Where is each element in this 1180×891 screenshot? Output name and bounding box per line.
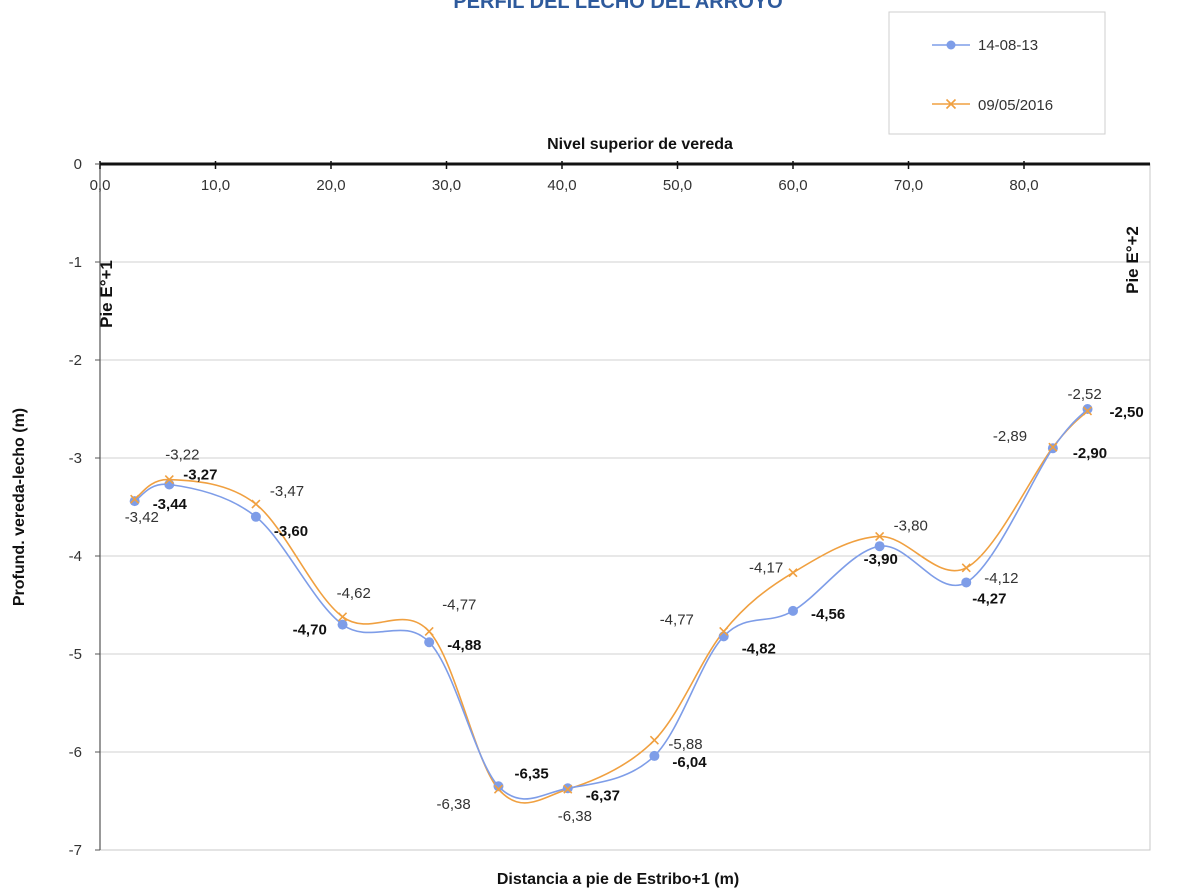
series-1-point xyxy=(1082,406,1093,416)
series-0-point xyxy=(961,577,972,588)
legend-box xyxy=(888,11,1106,135)
chart-title: PERFIL DEL LECHO DEL ARROYO xyxy=(453,0,782,13)
x-tick-label: 10,0 xyxy=(201,177,230,194)
series-1-point xyxy=(493,784,504,794)
series-line-0 xyxy=(134,408,1089,800)
x-tick-label: 40,0 xyxy=(547,177,576,194)
series-1-point xyxy=(130,494,140,504)
series-1-point xyxy=(875,531,885,541)
series-0-point xyxy=(129,496,140,507)
grid-lines xyxy=(100,261,1150,851)
legend-label-series-0: 14-08-13 xyxy=(978,37,1038,54)
data-label-series-1: -4,12 xyxy=(984,570,1018,587)
data-label-series-0: -3,60 xyxy=(274,523,308,540)
data-labels: -3,44 -3,27 -3,60 -4,70 -4,88 -6,35 -6,37 -6,04… xyxy=(125,386,1144,825)
series-1-point xyxy=(424,626,434,637)
y-tick-label: -1 xyxy=(69,254,82,271)
data-label-series-0: -3,90 xyxy=(864,551,898,568)
x-tick-labels: 0,0 10,0 20,0 30,0 40,0 50,0 60,0 70,0 80,0 xyxy=(90,161,1039,194)
x-tick-label: 20,0 xyxy=(316,177,345,194)
legend-marker-series-0 xyxy=(946,40,956,50)
data-label-series-0: -3,27 xyxy=(183,467,217,484)
series-0-point xyxy=(874,541,885,552)
series-0-point xyxy=(250,511,261,522)
data-label-series-0: -2,90 xyxy=(1073,445,1107,462)
data-label-series-0: -2,50 xyxy=(1110,404,1144,421)
series-0-point xyxy=(718,631,729,642)
x-tick-label: 30,0 xyxy=(432,177,461,194)
series-0-point xyxy=(1082,404,1093,414)
data-label-series-0: -4,70 xyxy=(293,622,327,639)
y-axis-title: Profund. vereda-lecho (m) xyxy=(11,408,28,606)
series-1-point xyxy=(788,568,798,578)
series-0-point xyxy=(649,750,660,761)
top-axis-title: Nivel superior de vereda xyxy=(547,136,733,153)
data-label-series-1: -2,89 xyxy=(993,428,1027,445)
data-label-series-0: -4,27 xyxy=(972,591,1006,608)
data-label-series-1: -2,52 xyxy=(1068,386,1102,403)
y-tick-label: -3 xyxy=(69,450,82,467)
series-0-point xyxy=(788,605,798,616)
data-label-series-1: -4,62 xyxy=(337,585,371,602)
series-0-point xyxy=(424,637,435,648)
y-tick-labels: 0 -1 -2 -3 -4 -5 -6 -7 xyxy=(69,156,100,859)
x-tick-label: 50,0 xyxy=(663,177,692,194)
x-tick-label: 0,0 xyxy=(90,177,111,194)
x-tick-label: 80,0 xyxy=(1009,177,1038,194)
legend-label-series-1: 09/05/2016 xyxy=(978,97,1053,114)
data-label-series-0: -4,88 xyxy=(447,637,481,654)
x-tick-label: 60,0 xyxy=(778,177,807,194)
y-tick-label: -7 xyxy=(69,842,82,859)
series-1-point xyxy=(961,563,971,573)
y-tick-label: -2 xyxy=(69,352,82,369)
legend-marker-series-1 xyxy=(945,98,957,110)
series-0-point xyxy=(164,479,175,490)
data-label-series-1: -4,17 xyxy=(749,560,783,577)
data-label-series-0: -6,37 xyxy=(586,787,620,804)
edge-label-left: Pie E°+1 xyxy=(97,260,116,328)
data-label-series-0: -4,82 xyxy=(742,640,776,657)
y-tick-label: -4 xyxy=(69,548,82,565)
legend: 14-08-13 09/05/2016 xyxy=(888,11,1106,135)
series-1-point xyxy=(337,612,348,622)
data-label-series-1: -3,42 xyxy=(125,509,159,526)
y-tick-label: 0 xyxy=(74,156,82,173)
data-label-series-0: -4,56 xyxy=(811,606,845,623)
series-0-point xyxy=(493,781,504,792)
series-1-point xyxy=(1048,442,1058,452)
series-1-point xyxy=(251,499,261,509)
series-1-point xyxy=(563,784,573,794)
data-label-series-0: -6,35 xyxy=(515,765,549,782)
data-label-series-0: -3,44 xyxy=(153,496,188,513)
series-layer xyxy=(129,404,1093,804)
data-label-series-1: -6,38 xyxy=(437,796,471,813)
y-tick-label: -5 xyxy=(69,646,82,663)
data-label-series-0: -6,04 xyxy=(672,754,707,771)
data-label-series-1: -5,88 xyxy=(668,736,702,753)
data-label-series-1: -3,80 xyxy=(894,517,928,534)
series-line-1 xyxy=(134,410,1089,804)
y-tick-label: -6 xyxy=(69,744,82,761)
series-1-point xyxy=(719,626,729,637)
edge-label-right: Pie E°+2 xyxy=(1123,226,1142,294)
x-tick-label: 70,0 xyxy=(894,177,923,194)
plot-frame xyxy=(99,163,1151,851)
x-axis-title: Distancia a pie de Estribo+1 (m) xyxy=(497,871,739,888)
data-label-series-1: -3,22 xyxy=(165,447,199,464)
data-label-series-1: -4,77 xyxy=(442,597,476,614)
data-label-series-1: -6,38 xyxy=(558,808,592,825)
data-label-series-1: -3,47 xyxy=(270,483,304,500)
series-0-point xyxy=(337,619,348,630)
data-label-series-1: -4,77 xyxy=(660,612,694,629)
series-1-point xyxy=(164,474,174,485)
series-1-point xyxy=(649,735,659,745)
